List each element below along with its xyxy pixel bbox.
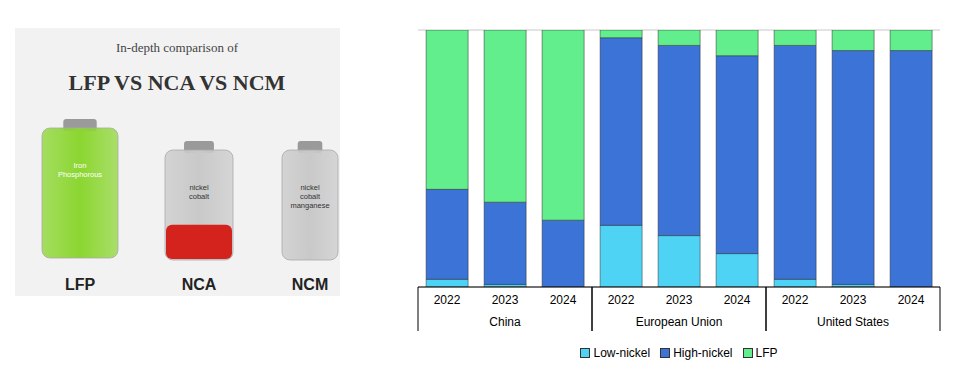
svg-text:nickel: nickel [189,183,209,192]
svg-text:cobalt: cobalt [189,192,210,201]
html-text:LFP: LFP [755,346,778,360]
svg-text:2023: 2023 [492,293,519,307]
html-text:High-nickel: High-nickel [673,346,733,360]
svg-text:United States: United States [817,315,889,329]
svg-text:2024: 2024 [724,293,751,307]
svg-text:2022: 2022 [434,293,461,307]
svg-text:LFP VS NCA VS NCM: LFP VS NCA VS NCM [69,70,286,95]
svg-text:LFP: LFP [65,276,96,293]
svg-text:In-depth comparison of: In-depth comparison of [116,40,239,55]
svg-text:2023: 2023 [840,293,867,307]
svg-text:2023: 2023 [666,293,693,307]
svg-text:NCM: NCM [292,276,328,293]
svg-text:2024: 2024 [898,293,925,307]
svg-text:cobalt: cobalt [300,192,321,201]
svg-text:2022: 2022 [608,293,635,307]
svg-text:Iron: Iron [74,161,87,170]
svg-text:European Union: European Union [636,315,723,329]
svg-text:2022: 2022 [782,293,809,307]
svg-text:2024: 2024 [550,293,577,307]
html-text:Low-nickel: Low-nickel [593,346,651,360]
svg-text:manganese: manganese [290,201,329,210]
svg-text:nickel: nickel [300,183,320,192]
svg-text:NCA: NCA [182,276,217,293]
svg-text:China: China [489,315,521,329]
svg-text:Phosphorous: Phosphorous [58,170,102,179]
